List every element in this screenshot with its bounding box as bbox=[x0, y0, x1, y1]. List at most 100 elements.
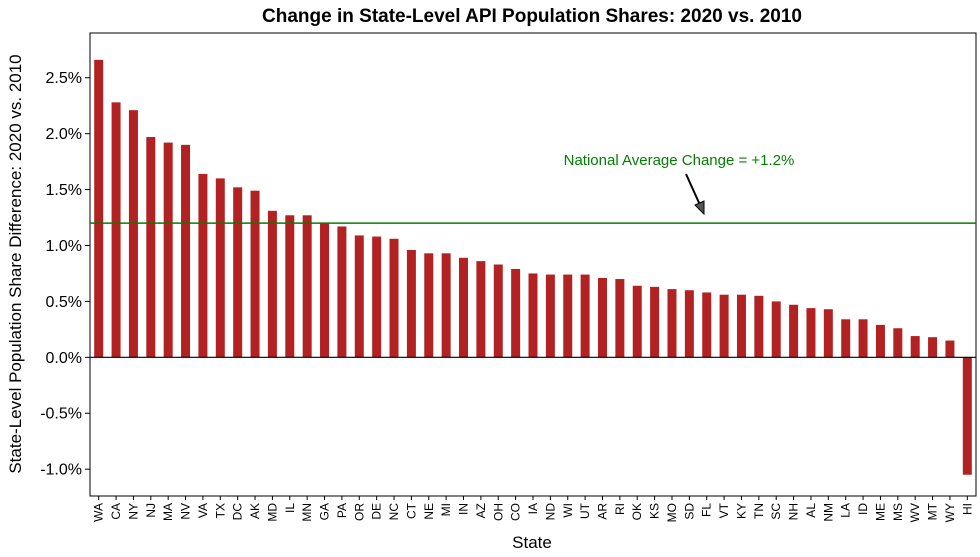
bar-sc bbox=[771, 301, 781, 358]
x-tick-label: NH bbox=[787, 503, 801, 520]
bar-oh bbox=[493, 264, 503, 358]
x-tick-label: AZ bbox=[474, 503, 488, 518]
x-tick-label: CA bbox=[109, 503, 123, 520]
x-tick-label: MA bbox=[161, 503, 175, 521]
x-tick-label: MT bbox=[926, 502, 940, 520]
bar-il bbox=[285, 215, 295, 358]
x-tick-label: MS bbox=[891, 503, 905, 521]
bar-nd bbox=[545, 274, 555, 358]
x-tick-label: TN bbox=[752, 503, 766, 519]
x-tick-label: ME bbox=[873, 503, 887, 521]
x-tick-label: LA bbox=[839, 503, 853, 518]
x-tick-label: NE bbox=[422, 503, 436, 520]
x-tick-label: AK bbox=[248, 503, 262, 519]
y-tick-label: 1.0% bbox=[46, 238, 82, 255]
bar-nm bbox=[823, 309, 833, 358]
x-tick-label: PA bbox=[335, 503, 349, 518]
x-tick-label: WY bbox=[943, 503, 957, 522]
y-tick-label: 2.5% bbox=[46, 70, 82, 87]
x-tick-label: VT bbox=[717, 502, 731, 518]
x-tick-label: FL bbox=[700, 503, 714, 517]
bar-md bbox=[267, 210, 277, 358]
bar-ks bbox=[650, 286, 660, 358]
x-tick-label: NV bbox=[179, 503, 193, 520]
x-tick-label: ND bbox=[543, 503, 557, 521]
x-tick-label: WI bbox=[561, 503, 575, 518]
bar-mi bbox=[441, 253, 451, 358]
x-tick-label: NC bbox=[387, 503, 401, 521]
x-tick-label: MN bbox=[300, 503, 314, 522]
bar-mn bbox=[302, 215, 312, 358]
bar-nv bbox=[181, 144, 191, 358]
x-tick-label: SC bbox=[769, 503, 783, 520]
bar-ut bbox=[580, 274, 590, 358]
bar-va bbox=[198, 173, 208, 358]
bar-fl bbox=[702, 292, 712, 358]
y-tick-label: -1.0% bbox=[40, 462, 82, 479]
chart-title: Change in State-Level API Population Sha… bbox=[262, 6, 802, 27]
y-ticks-group: -1.0% -0.5% 0.0% 0.5% 1.0% 1.5% 2.0% 2.5% bbox=[40, 70, 90, 479]
y-tick-label: 2.0% bbox=[46, 126, 82, 143]
bar-nh bbox=[789, 304, 799, 358]
bar-me bbox=[875, 324, 885, 358]
y-tick-label: 1.5% bbox=[46, 182, 82, 199]
x-tick-label: UT bbox=[578, 502, 592, 519]
x-tick-label: NM bbox=[821, 503, 835, 522]
bar-wa bbox=[94, 59, 104, 358]
bar-or bbox=[354, 235, 364, 358]
y-tick-label: 0.0% bbox=[46, 350, 82, 367]
bar-tn bbox=[754, 295, 764, 358]
x-tick-label: OK bbox=[630, 503, 644, 520]
x-tick-label: MI bbox=[439, 503, 453, 516]
x-tick-label: AR bbox=[595, 503, 609, 520]
bar-ar bbox=[597, 277, 607, 358]
y-tick-label: -0.5% bbox=[40, 406, 82, 423]
bar-ct bbox=[406, 249, 416, 358]
bar-vt bbox=[719, 294, 729, 358]
x-ticks-group: WA CA NY NJ MA NV VA TX DC AK MD IL MN GA PA OR DE NC CT NE… bbox=[92, 496, 974, 522]
bar-ak bbox=[250, 190, 260, 358]
y-tick-label: 0.5% bbox=[46, 294, 82, 311]
bar-nj bbox=[146, 137, 156, 358]
annotation-arrow bbox=[685, 173, 705, 216]
x-tick-label: KY bbox=[734, 503, 748, 519]
bar-sd bbox=[684, 290, 694, 358]
x-tick-label: RI bbox=[613, 503, 627, 515]
x-tick-label: IL bbox=[283, 503, 297, 513]
x-tick-label: NY bbox=[126, 503, 140, 520]
x-tick-label: ID bbox=[856, 503, 870, 515]
bar-ga bbox=[320, 223, 330, 358]
bar-ma bbox=[163, 142, 173, 358]
bar-dc bbox=[233, 187, 243, 358]
x-tick-label: IN bbox=[457, 503, 471, 515]
bar-wv bbox=[910, 336, 920, 358]
x-tick-label: SD bbox=[682, 503, 696, 520]
bars-group bbox=[94, 59, 972, 475]
x-tick-label: DC bbox=[231, 503, 245, 521]
bar-tx bbox=[215, 178, 225, 358]
bar-wi bbox=[563, 274, 573, 358]
reference-line-label: National Average Change = +1.2% bbox=[564, 152, 795, 169]
x-tick-label: DE bbox=[370, 503, 384, 520]
x-tick-label: AL bbox=[804, 503, 818, 518]
x-tick-label: MD bbox=[265, 503, 279, 522]
x-tick-label: WA bbox=[92, 503, 106, 522]
bar-ia bbox=[528, 273, 538, 358]
bar-id bbox=[858, 319, 868, 358]
bar-mt bbox=[928, 337, 938, 358]
x-tick-label: HI bbox=[960, 503, 974, 515]
bar-co bbox=[511, 268, 521, 358]
x-tick-label: OR bbox=[352, 503, 366, 521]
x-tick-label: CO bbox=[509, 503, 523, 521]
bar-de bbox=[372, 236, 382, 358]
x-tick-label: VA bbox=[196, 503, 210, 518]
x-tick-label: NJ bbox=[144, 503, 158, 518]
y-axis-label: State-Level Population Share Difference:… bbox=[6, 54, 25, 473]
bar-in bbox=[459, 257, 469, 358]
bar-hi bbox=[962, 357, 972, 475]
bar-az bbox=[476, 261, 486, 358]
bar-mo bbox=[667, 289, 677, 358]
x-tick-label: TX bbox=[213, 503, 227, 518]
bar-ok bbox=[632, 285, 642, 358]
